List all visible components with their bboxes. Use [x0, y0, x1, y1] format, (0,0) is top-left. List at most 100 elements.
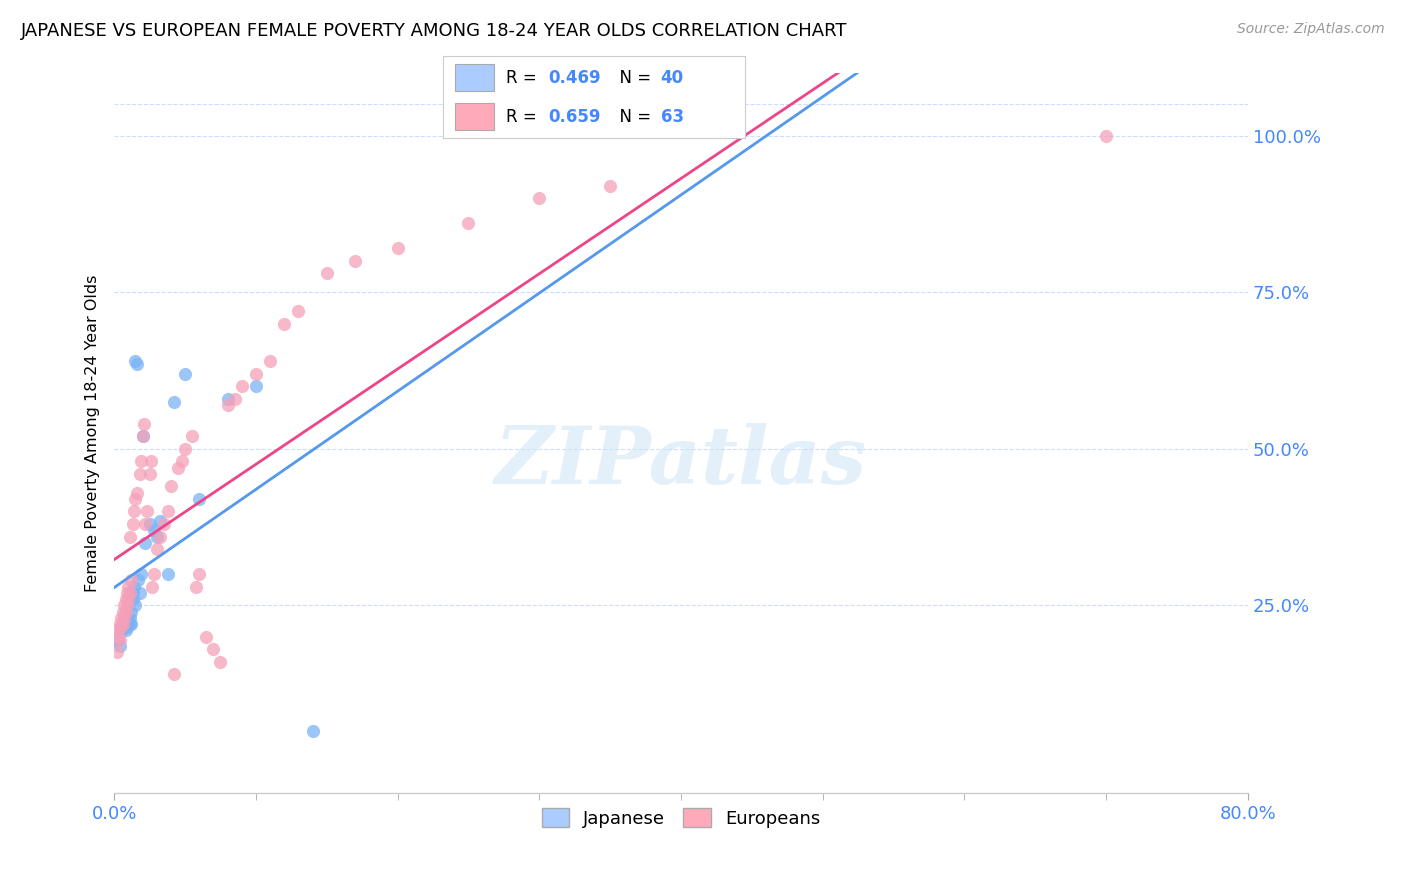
Point — [118, 586, 141, 600]
Point — [108, 632, 131, 647]
Point — [115, 599, 138, 613]
Point — [115, 614, 138, 628]
Point — [209, 655, 232, 669]
Point — [387, 241, 409, 255]
Bar — [456, 64, 495, 92]
Point — [174, 367, 197, 381]
Point — [117, 611, 139, 625]
Point — [344, 253, 367, 268]
Point — [114, 605, 136, 619]
Point — [122, 580, 145, 594]
Point — [259, 354, 281, 368]
Point — [163, 667, 186, 681]
Point — [188, 491, 211, 506]
Point — [115, 620, 138, 634]
Point — [195, 630, 218, 644]
Point — [124, 599, 146, 613]
Point — [217, 398, 239, 412]
Point — [110, 624, 132, 638]
Text: ZIPatlas: ZIPatlas — [495, 423, 868, 500]
Text: 0.469: 0.469 — [548, 69, 602, 87]
Point — [138, 467, 160, 481]
Point — [118, 611, 141, 625]
Point — [148, 514, 170, 528]
Point — [273, 317, 295, 331]
Point — [167, 460, 190, 475]
Point — [111, 620, 134, 634]
Point — [145, 542, 167, 557]
Point — [117, 580, 139, 594]
Point — [120, 617, 142, 632]
Text: N =: N = — [609, 108, 657, 126]
Point — [134, 516, 156, 531]
Point — [110, 611, 132, 625]
Bar — [456, 103, 495, 130]
Text: 0.659: 0.659 — [548, 108, 602, 126]
Point — [111, 617, 134, 632]
Point — [157, 504, 180, 518]
Point — [457, 216, 479, 230]
Point — [117, 592, 139, 607]
Point — [118, 617, 141, 632]
Point — [112, 611, 135, 625]
Point — [172, 454, 194, 468]
Point — [141, 580, 163, 594]
Y-axis label: Female Poverty Among 18-24 Year Olds: Female Poverty Among 18-24 Year Olds — [86, 275, 100, 592]
Point — [174, 442, 197, 456]
Point — [129, 567, 152, 582]
Point — [107, 632, 129, 647]
Point — [108, 617, 131, 632]
Point — [287, 304, 309, 318]
Point — [145, 529, 167, 543]
Point — [231, 379, 253, 393]
Point — [114, 611, 136, 625]
Point — [110, 620, 132, 634]
Text: 63: 63 — [661, 108, 683, 126]
Point — [110, 620, 132, 634]
Point — [129, 454, 152, 468]
Point — [112, 617, 135, 632]
Point — [202, 642, 225, 657]
Point — [1095, 128, 1118, 143]
Point — [115, 586, 138, 600]
Text: N =: N = — [609, 69, 657, 87]
Point — [217, 392, 239, 406]
Point — [117, 617, 139, 632]
Point — [111, 605, 134, 619]
Point — [132, 417, 155, 431]
Point — [122, 504, 145, 518]
Point — [139, 454, 162, 468]
Point — [108, 639, 131, 653]
Point — [529, 191, 551, 205]
Point — [127, 574, 149, 588]
Point — [224, 392, 246, 406]
Point — [160, 479, 183, 493]
Point — [121, 592, 143, 607]
Text: JAPANESE VS EUROPEAN FEMALE POVERTY AMONG 18-24 YEAR OLDS CORRELATION CHART: JAPANESE VS EUROPEAN FEMALE POVERTY AMON… — [21, 22, 848, 40]
Point — [128, 586, 150, 600]
Point — [315, 267, 337, 281]
Point — [128, 467, 150, 481]
Point — [131, 429, 153, 443]
Point — [131, 429, 153, 443]
Point — [124, 491, 146, 506]
Point — [152, 516, 174, 531]
Point — [114, 624, 136, 638]
Point — [112, 599, 135, 613]
Point — [112, 614, 135, 628]
Text: 40: 40 — [661, 69, 683, 87]
Point — [120, 574, 142, 588]
Point — [107, 630, 129, 644]
Point — [148, 529, 170, 543]
Text: Source: ZipAtlas.com: Source: ZipAtlas.com — [1237, 22, 1385, 37]
Point — [105, 645, 128, 659]
Point — [111, 617, 134, 632]
Point — [138, 516, 160, 531]
Point — [134, 536, 156, 550]
Text: R =: R = — [506, 69, 543, 87]
Point — [163, 394, 186, 409]
Point — [121, 586, 143, 600]
Point — [125, 357, 148, 371]
Point — [142, 523, 165, 537]
Text: R =: R = — [506, 108, 543, 126]
